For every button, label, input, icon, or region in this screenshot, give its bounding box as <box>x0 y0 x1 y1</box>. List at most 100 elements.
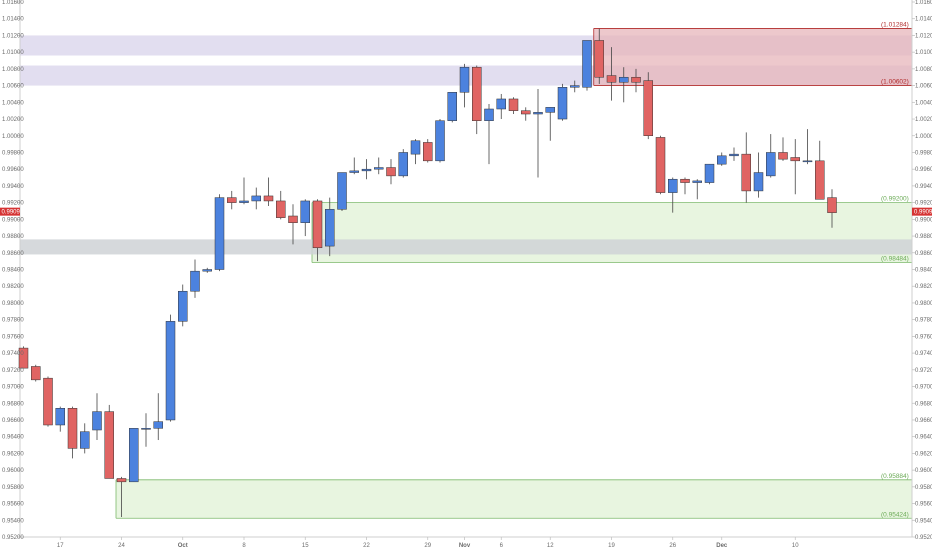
x-tick-label: 26 <box>669 543 676 549</box>
y-tick-label-left: 1.00600 <box>2 84 24 90</box>
y-tick-label-right: 1.00000 <box>915 134 932 140</box>
y-tick-label-left: 0.95800 <box>2 485 24 491</box>
bearish-candle <box>263 195 274 202</box>
y-tick-label-left: 1.00000 <box>2 134 24 140</box>
bearish-candle <box>18 347 29 369</box>
bearish-candle <box>594 40 604 78</box>
bearish-candle <box>288 215 298 223</box>
y-tick-label-left: 1.01200 <box>2 33 24 39</box>
y-tick-label-right: 0.97600 <box>915 334 932 340</box>
y-tick-label-right: 1.01200 <box>915 33 932 39</box>
x-ticks-layer: 17 24 Oct 8 15 22 29 Nov 6 12 19 26 Dec 10 <box>57 537 799 549</box>
y-tick-label-right: 0.99000 <box>915 217 932 223</box>
bullish-candle <box>496 98 506 110</box>
bullish-candle <box>435 120 445 162</box>
x-tick-label: 24 <box>118 543 125 549</box>
zones-layer <box>20 28 912 519</box>
y-tick-label-right: 0.99200 <box>915 201 932 207</box>
bearish-candle <box>741 153 751 192</box>
bearish-candle <box>815 160 825 200</box>
y-tick-label-left: 1.00400 <box>2 100 24 106</box>
bearish-candle <box>508 98 519 111</box>
bullish-candle <box>729 153 739 157</box>
zone-price-label: (0.98484) <box>881 255 909 262</box>
y-tick-label-right: 0.97400 <box>915 351 932 357</box>
y-tick-label-left: 1.00800 <box>2 67 24 73</box>
bullish-candle <box>704 163 715 183</box>
y-tick-label-right: 0.96600 <box>915 418 932 424</box>
bearish-candle <box>680 178 690 183</box>
y-tick-label-right: 1.01600 <box>915 0 932 6</box>
y-tick-label-left: 0.97400 <box>2 351 24 357</box>
y-tick-label-right: 0.96200 <box>915 451 932 457</box>
y-tick-label-left: 0.98000 <box>2 301 24 307</box>
axes-layer <box>19 0 913 538</box>
y-tick-label-right: 0.98800 <box>915 234 932 240</box>
y-tick-label-right: 1.00800 <box>915 67 932 73</box>
bullish-candle <box>582 40 592 88</box>
y-tick-label-right: 0.97200 <box>915 368 932 374</box>
y-tick-label-left: 0.96200 <box>2 451 24 457</box>
y-tick-label-left: 0.98600 <box>2 251 24 257</box>
bullish-candle <box>239 200 249 203</box>
last-price-tag-right <box>912 207 932 216</box>
y-tick-label-left: 0.96000 <box>2 468 24 474</box>
bullish-candle <box>619 76 629 83</box>
y-tick-label-right: 0.99600 <box>915 167 932 173</box>
support-box-zone <box>116 479 912 519</box>
bullish-candle <box>300 200 310 223</box>
bullish-candle <box>202 269 212 272</box>
y-tick-label-left: 0.98800 <box>2 234 24 240</box>
x-tick-label: 19 <box>608 543 615 549</box>
x-tick-label: 8 <box>242 543 246 549</box>
bearish-candle <box>472 66 482 121</box>
y-tick-label-left: 0.97200 <box>2 368 24 374</box>
y-tick-label-right: 0.98600 <box>915 251 932 257</box>
bullish-candle <box>153 421 163 429</box>
x-tick-label: 17 <box>57 543 64 549</box>
y-tick-label-left: 0.99400 <box>2 184 24 190</box>
bearish-candle <box>31 366 41 381</box>
bullish-candle <box>802 160 813 163</box>
y-tick-label-right: 0.95400 <box>915 518 932 524</box>
y-tick-label-left: 0.97800 <box>2 318 24 324</box>
resistance-box-zone <box>593 28 912 86</box>
bullish-candle <box>55 408 65 426</box>
bullish-candle <box>484 108 494 121</box>
bearish-candle <box>423 142 433 162</box>
y-tick-label-left: 0.97600 <box>2 334 24 340</box>
bullish-candle <box>337 172 347 210</box>
bullish-candle <box>80 431 90 449</box>
bullish-candle <box>92 411 102 431</box>
bullish-candle <box>668 178 678 193</box>
bearish-candle <box>116 478 127 483</box>
y-tick-label-right: 1.00400 <box>915 100 932 106</box>
y-tick-label-left: 0.99000 <box>2 217 24 223</box>
bullish-candle <box>141 428 151 430</box>
bullish-candle <box>398 152 408 177</box>
y-tick-label-left: 1.00200 <box>2 117 24 123</box>
y-tick-label-left: 1.01000 <box>2 50 24 56</box>
bullish-candle <box>129 428 139 483</box>
bullish-candle <box>361 168 372 172</box>
y-tick-label-left: 0.96800 <box>2 401 24 407</box>
bullish-candle <box>251 195 261 202</box>
bullish-candle <box>214 197 225 270</box>
y-tick-label-left: 0.99600 <box>2 167 24 173</box>
y-tick-label-left: 0.96600 <box>2 418 24 424</box>
y-tick-label-right: 0.97000 <box>915 385 932 391</box>
bullish-candle <box>190 270 200 292</box>
y-tick-label-left: 0.99800 <box>2 150 24 156</box>
zone-price-label: (0.95884) <box>881 473 909 480</box>
y-tick-label-left: 0.97000 <box>2 385 24 391</box>
y-tick-label-left: 0.95400 <box>2 518 24 524</box>
last-price-tag-left <box>0 207 20 216</box>
y-tick-label-right: 0.96800 <box>915 401 932 407</box>
y-tick-label-right: 0.98200 <box>915 284 932 290</box>
bearish-candle <box>643 80 653 136</box>
bearish-candle <box>655 137 666 193</box>
bullish-candle <box>349 170 359 173</box>
bullish-candle <box>374 167 384 170</box>
